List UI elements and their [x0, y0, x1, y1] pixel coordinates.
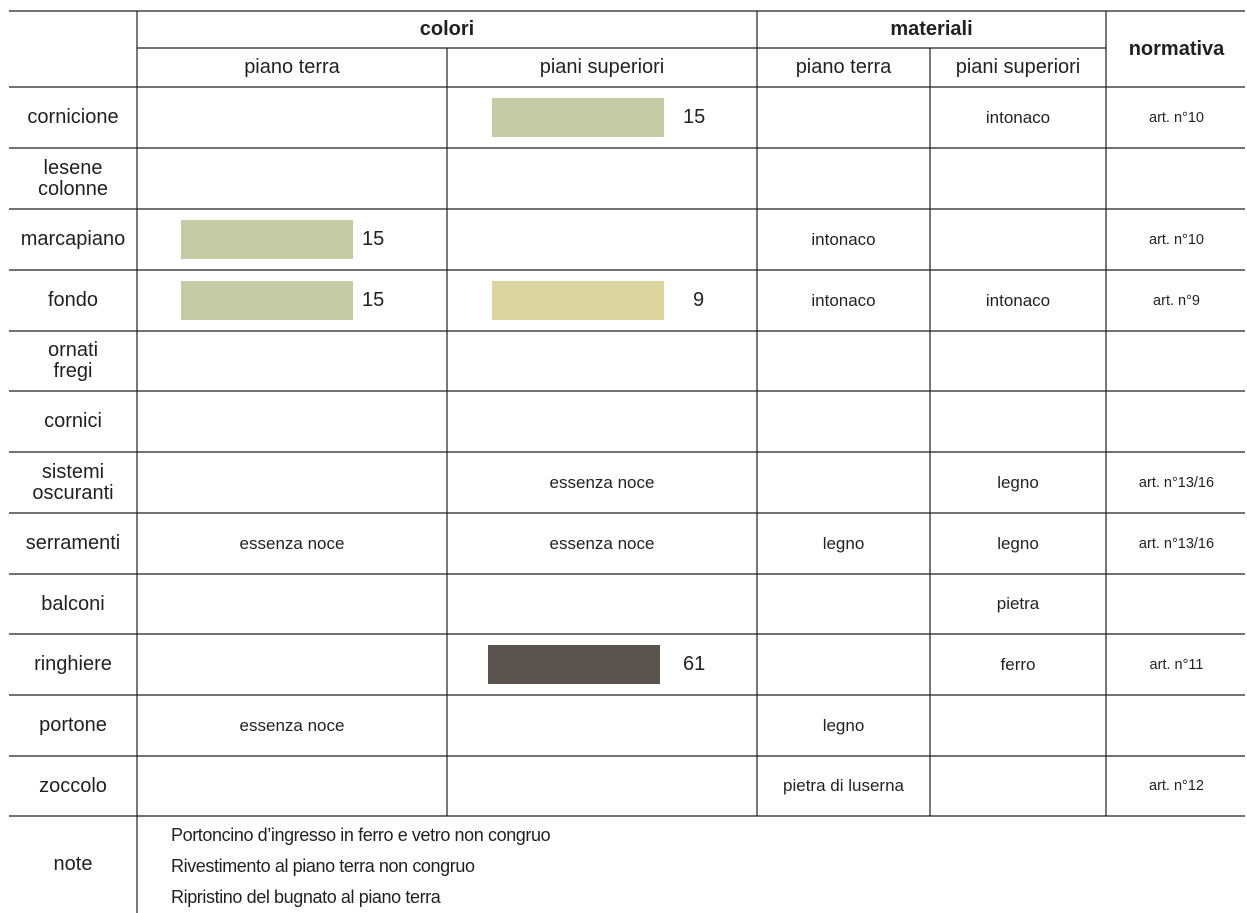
row-label: serramenti: [25, 532, 121, 554]
materiali-piani-superiori-cell: [930, 391, 1106, 452]
normativa-cell: art. n°10: [1149, 109, 1204, 126]
row-label: marcapiano: [20, 228, 126, 250]
colori-piano-terra-cell: [137, 87, 447, 148]
normativa-cell: art. n°10: [1149, 231, 1204, 248]
header-materiali: materiali: [890, 18, 973, 40]
normativa-cell: art. n°9: [1153, 292, 1200, 309]
materiali-piani-superiori-cell: legno: [997, 472, 1039, 492]
colori-piano-terra-cell: [137, 331, 447, 391]
materiali-piano-terra-cell: [757, 391, 930, 452]
materiali-piani-superiori-cell: legno: [997, 533, 1039, 553]
normativa-cell: [1106, 695, 1247, 756]
materiali-piani-superiori-cell: [930, 695, 1106, 756]
materiali-piano-terra-cell: intonaco: [811, 290, 876, 310]
color-swatch: [488, 645, 660, 684]
header-colori: colori: [419, 18, 475, 40]
header-materiali-piani-superiori: piani superiori: [955, 56, 1081, 78]
header-normativa: normativa: [1128, 37, 1225, 60]
materiali-piano-terra-cell: intonaco: [811, 229, 876, 249]
colori-piano-terra-cell: [137, 574, 447, 634]
materiali-piano-terra-cell: [757, 87, 930, 148]
color-code: 15: [362, 228, 385, 250]
color-swatch: [492, 281, 664, 320]
colori-piani-superiori-cell: [447, 148, 757, 209]
header-materiali-piano-terra: piano terra: [795, 56, 892, 78]
color-swatch: [181, 220, 353, 259]
materiali-piano-terra-cell: [757, 452, 930, 513]
materiali-piano-terra-cell: legno: [822, 533, 865, 553]
header-colori-piano-terra: piano terra: [244, 56, 340, 78]
colori-piano-terra-cell: [137, 634, 447, 695]
row-label: ringhiere: [34, 653, 112, 675]
color-code: 15: [683, 106, 706, 128]
materiali-piani-superiori-cell: intonaco: [985, 107, 1051, 127]
colori-piani-superiori-cell: [447, 695, 757, 756]
colori-piani-superiori-cell: [447, 756, 757, 816]
materiali-piano-terra-cell: [757, 331, 930, 391]
colori-piani-superiori-cell: [447, 574, 757, 634]
colori-piani-superiori-cell: essenza noce: [549, 472, 655, 492]
normativa-cell: art. n°13/16: [1138, 474, 1215, 491]
colori-piano-terra-cell: [137, 452, 447, 513]
row-label: zoccolo: [39, 774, 107, 797]
colori-piani-superiori-cell: [447, 331, 757, 391]
note-label: note: [53, 853, 93, 875]
row-label: portone: [39, 714, 107, 736]
normativa-cell: [1106, 148, 1247, 209]
materiali-piano-terra-cell: legno: [822, 715, 865, 735]
row-label: sistemi oscuranti: [32, 460, 114, 504]
row-label: lesene colonne: [37, 156, 109, 200]
row-label: cornici: [44, 410, 102, 432]
row-label: balconi: [41, 592, 105, 615]
row-label: ornati fregi: [47, 339, 99, 382]
normativa-cell: [1106, 331, 1247, 391]
normativa-cell: art. n°12: [1149, 778, 1204, 794]
normativa-cell: art. n°11: [1149, 656, 1204, 673]
header-colori-piani-superiori: piani superiori: [539, 56, 665, 78]
colori-piano-terra-cell: [137, 391, 447, 452]
materiali-piano-terra-cell: [757, 634, 930, 695]
colori-piani-superiori-cell: essenza noce: [549, 533, 655, 553]
materiali-piani-superiori-cell: [930, 209, 1106, 270]
normativa-cell: [1106, 391, 1247, 452]
colori-piano-terra-cell: essenza noce: [239, 533, 345, 553]
color-code: 15: [362, 289, 385, 311]
materiali-piani-superiori-cell: [930, 148, 1106, 209]
normativa-cell: art. n°13/16: [1138, 535, 1215, 552]
colori-piano-terra-cell: [137, 148, 447, 209]
colori-piani-superiori-cell: [447, 209, 757, 270]
materiali-piani-superiori-cell: ferro: [1000, 654, 1036, 674]
normativa-cell: [1106, 574, 1247, 634]
materiali-piani-superiori-cell: [930, 756, 1106, 816]
note-line: Portoncino d’ingresso in ferro e vetro n…: [171, 825, 551, 845]
materiali-piani-superiori-cell: pietra: [996, 594, 1040, 613]
materiali-piani-superiori-cell: intonaco: [985, 290, 1051, 310]
colori-piano-terra-cell: essenza noce: [239, 715, 345, 735]
materiali-piani-superiori-cell: [930, 331, 1106, 391]
note-line: Rivestimento al piano terra non congruo: [171, 856, 475, 876]
row-label: fondo: [47, 289, 99, 311]
materiali-piano-terra-cell: pietra di luserna: [783, 776, 904, 795]
color-swatch: [492, 98, 664, 137]
color-code: 9: [693, 289, 705, 311]
colori-piano-terra-cell: [137, 756, 447, 816]
row-label: cornicione: [27, 106, 119, 128]
note-line: Ripristino del bugnato al piano terra: [171, 887, 441, 907]
materiali-piano-terra-cell: [757, 148, 930, 209]
materiali-piano-terra-cell: [757, 574, 930, 634]
colori-piani-superiori-cell: [447, 391, 757, 452]
color-code: 61: [683, 653, 706, 675]
color-swatch: [181, 281, 353, 320]
